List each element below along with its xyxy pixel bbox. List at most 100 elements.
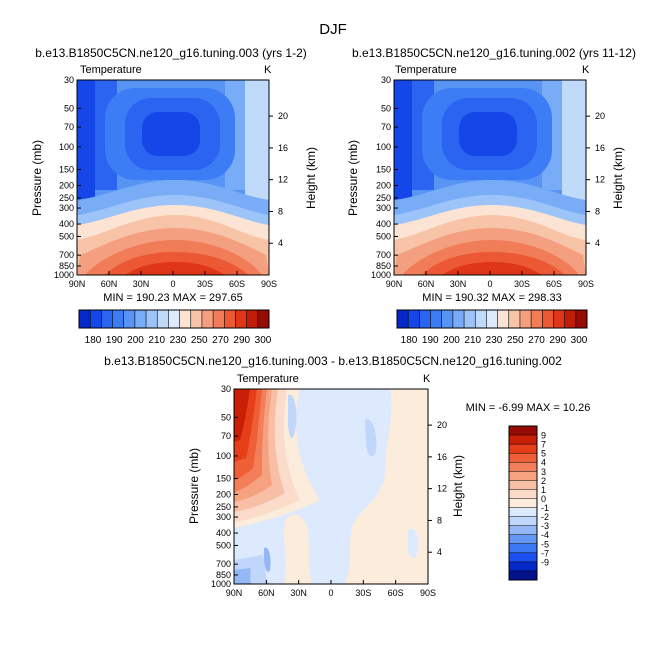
y-tick-label: 70 xyxy=(221,431,231,441)
colorbar-label: 7 xyxy=(541,440,546,450)
colorbar-swatch xyxy=(509,480,537,490)
figure-title: DJF xyxy=(319,21,347,38)
y-right-tick-label: 4 xyxy=(595,238,600,248)
colorbar-label: 190 xyxy=(106,335,123,346)
colorbar-label: 290 xyxy=(233,335,250,346)
x-tick-label: 30N xyxy=(290,588,307,598)
x-tick-label: 90N xyxy=(226,588,243,598)
colorbar-swatch xyxy=(486,310,498,328)
x-tick-label: 30S xyxy=(355,588,371,598)
colorbar-swatch xyxy=(134,310,147,328)
colorbar-label: 200 xyxy=(443,335,460,346)
colorbar-label: 9 xyxy=(541,431,546,441)
colorbar-label: 300 xyxy=(255,335,272,346)
colorbar-label: -2 xyxy=(541,512,549,522)
colorbar-label: 230 xyxy=(486,335,503,346)
panel-1: b.e13.B1850C5CN.ne120_g16.tuning.003 (yr… xyxy=(30,46,318,346)
panel-1-plot-area xyxy=(76,79,270,276)
colorbar-swatch xyxy=(112,310,125,328)
colorbar-label: -4 xyxy=(541,530,549,540)
y-right-tick-label: 20 xyxy=(437,420,447,430)
x-tick-label: 90S xyxy=(420,588,436,598)
x-tick-label: 30S xyxy=(514,279,530,289)
y-tick-label: 70 xyxy=(64,122,74,132)
y-tick-label: 400 xyxy=(59,219,74,229)
panel-3-ylabel-right: Height (km) xyxy=(451,455,465,517)
y-right-tick-label: 8 xyxy=(437,515,442,525)
x-tick-label: 0 xyxy=(487,279,492,289)
colorbar-label: 230 xyxy=(170,335,187,346)
colorbar-swatch xyxy=(509,489,537,499)
colorbar-label: -9 xyxy=(541,557,549,567)
colorbar-label: 250 xyxy=(507,335,524,346)
y-tick-label: 100 xyxy=(59,142,74,152)
colorbar-swatch xyxy=(475,310,487,328)
y-tick-label: 300 xyxy=(376,203,391,213)
colorbar-swatch xyxy=(542,310,554,328)
y-tick-label: 200 xyxy=(59,180,74,190)
panel-2-contours xyxy=(394,80,586,275)
panel-3-stats: MIN = -6.99 MAX = 10.26 xyxy=(466,402,591,414)
y-tick-label: 500 xyxy=(216,540,231,550)
colorbar-label: -5 xyxy=(541,539,549,549)
colorbar-swatch xyxy=(531,310,543,328)
x-tick-label: 60S xyxy=(229,279,245,289)
panel-2-ylabel-right: Height (km) xyxy=(611,147,625,209)
colorbar-swatch xyxy=(168,310,180,328)
panel-3: b.e13.B1850C5CN.ne120_g16.tuning.003 - b… xyxy=(104,354,590,598)
y-tick-label: 150 xyxy=(216,474,231,484)
y-right-tick-label: 8 xyxy=(595,206,600,216)
x-tick-label: 0 xyxy=(328,588,333,598)
y-tick-label: 400 xyxy=(376,219,391,229)
y-tick-label: 300 xyxy=(59,203,74,213)
colorbar-swatch xyxy=(509,498,537,508)
colorbar-swatch xyxy=(497,310,510,328)
y-right-tick-label: 12 xyxy=(437,484,447,494)
y-tick-label: 30 xyxy=(64,75,74,85)
colorbar-swatch xyxy=(213,310,225,328)
colorbar-label: 270 xyxy=(528,335,545,346)
colorbar-swatch xyxy=(201,310,214,328)
y-right-tick-label: 16 xyxy=(278,143,288,153)
y-right-tick-label: 4 xyxy=(278,238,283,248)
panel-3-plot-area xyxy=(233,388,429,585)
colorbar-swatch xyxy=(441,310,454,328)
panel-2-plot-area xyxy=(393,79,587,276)
panel-1-ylabel: Pressure (mb) xyxy=(30,140,44,216)
colorbar-swatch xyxy=(452,310,465,328)
panel-2-colorbar: 180 190 200 210 230 250 270 290 300 xyxy=(396,309,588,346)
y-tick-label: 500 xyxy=(376,231,391,241)
x-tick-label: 60S xyxy=(388,588,404,598)
panel-1-x-axis: 90N 60N 30N 0 30S 60S 90S xyxy=(69,271,277,289)
y-right-tick-label: 12 xyxy=(278,175,288,185)
y-tick-label: 500 xyxy=(59,231,74,241)
y-tick-label: 1000 xyxy=(371,270,391,280)
panel-3-y-axis-right: 20 16 12 8 4 xyxy=(428,420,447,557)
panel-1-y-axis-right: 20 16 12 8 4 xyxy=(269,111,288,248)
colorbar-swatch xyxy=(553,310,565,328)
colorbar-swatch xyxy=(509,462,537,472)
panel-3-units: K xyxy=(423,373,431,385)
panel-1-title: b.e13.B1850C5CN.ne120_g16.tuning.003 (yr… xyxy=(35,46,307,60)
colorbar-label: 2 xyxy=(541,476,546,486)
colorbar-swatch xyxy=(509,453,537,463)
y-tick-label: 200 xyxy=(216,489,231,499)
colorbar-swatch xyxy=(509,444,537,454)
y-tick-label: 700 xyxy=(376,250,391,260)
colorbar-swatch xyxy=(509,543,537,554)
y-tick-label: 850 xyxy=(376,261,391,271)
colorbar-swatch xyxy=(190,310,203,328)
panel-2-ylabel: Pressure (mb) xyxy=(346,140,360,216)
colorbar-label: 300 xyxy=(571,335,588,346)
y-tick-label: 850 xyxy=(216,570,231,580)
colorbar-swatch xyxy=(235,310,247,328)
panel-3-contours xyxy=(234,389,428,584)
y-tick-label: 1000 xyxy=(54,270,74,280)
x-tick-label: 30N xyxy=(133,279,150,289)
panel-1-stats: MIN = 190.23 MAX = 297.65 xyxy=(103,292,242,304)
y-tick-label: 100 xyxy=(376,142,391,152)
panel-1-contours xyxy=(77,80,269,275)
panel-2-y-axis-right: 20 16 12 8 4 xyxy=(586,111,605,248)
